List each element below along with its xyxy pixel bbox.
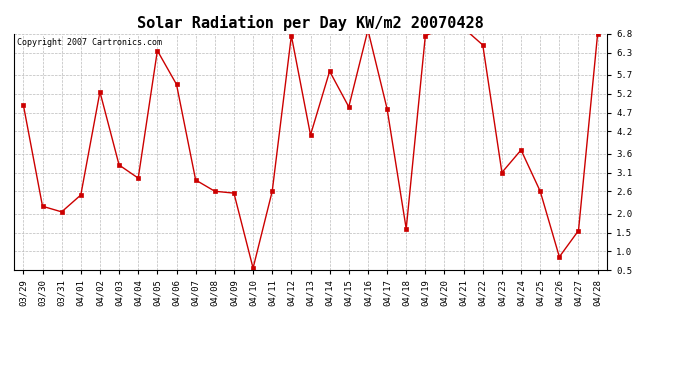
Title: Solar Radiation per Day KW/m2 20070428: Solar Radiation per Day KW/m2 20070428 xyxy=(137,15,484,31)
Text: Copyright 2007 Cartronics.com: Copyright 2007 Cartronics.com xyxy=(17,39,161,48)
